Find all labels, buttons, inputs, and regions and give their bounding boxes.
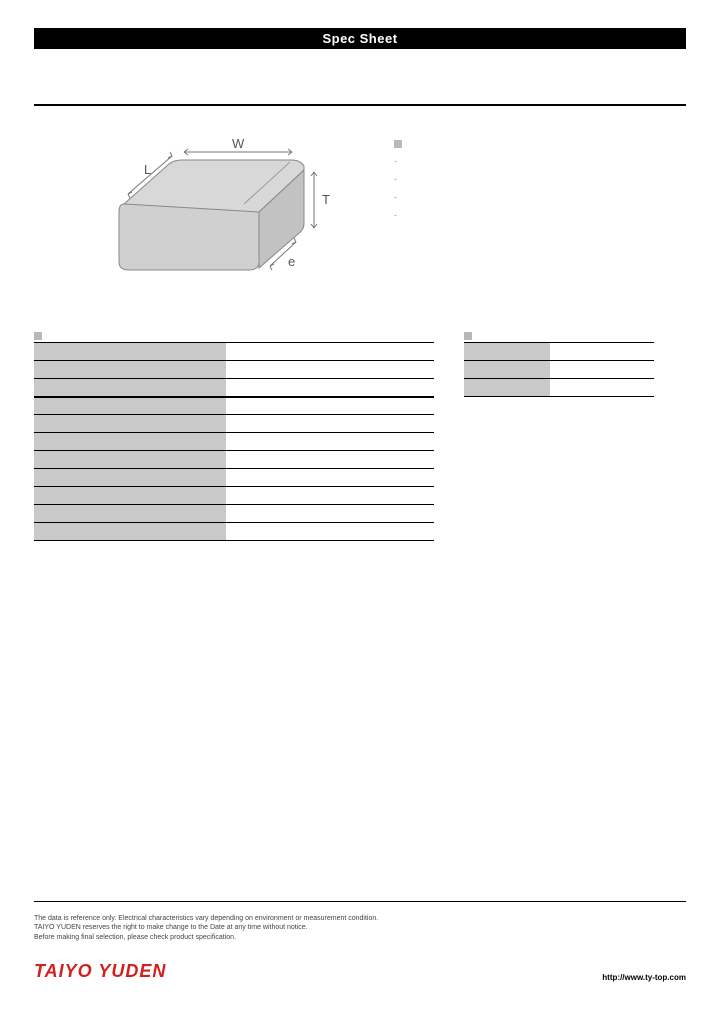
- spec-value-4: [226, 415, 434, 433]
- external-item-3: [394, 210, 686, 220]
- external-dims-section: [354, 134, 686, 304]
- spec-label-0: [34, 343, 226, 361]
- spec-label-10: [34, 523, 226, 541]
- brand-logo: TAIYO YUDEN: [34, 961, 166, 982]
- footer-divider: [34, 901, 686, 902]
- spec-value-10: [226, 523, 434, 541]
- spec-value-7: [226, 469, 434, 487]
- spec-value-2: [226, 379, 434, 397]
- spec-value-1: [226, 361, 434, 379]
- dim-label-L: L: [144, 162, 151, 177]
- component-diagram: L W T e: [34, 134, 354, 304]
- spec-label-9: [34, 505, 226, 523]
- disclaimer-line-2: Before making final selection, please ch…: [34, 933, 686, 943]
- disclaimer-line-0: The data is reference only. Electrical c…: [34, 914, 686, 924]
- spec-value-8: [226, 487, 434, 505]
- footer-url: http://www.ty-top.com: [602, 973, 686, 982]
- spec-label-5: [34, 433, 226, 451]
- spec-value-5: [226, 433, 434, 451]
- pack-label-1: [464, 361, 550, 379]
- spec-label-6: [34, 451, 226, 469]
- disclaimer-text: The data is reference only. Electrical c…: [34, 914, 686, 943]
- pack-label-0: [464, 343, 550, 361]
- external-item-1: [394, 174, 686, 184]
- spec-label-8: [34, 487, 226, 505]
- disclaimer-line-1: TAIYO YUDEN reserves the right to make c…: [34, 923, 686, 933]
- bullet-icon: [394, 140, 402, 148]
- pack-label-2: [464, 379, 550, 397]
- spec-sheet-title: Spec Sheet: [34, 28, 686, 49]
- section-divider: [34, 104, 686, 106]
- dim-label-e: e: [288, 254, 295, 269]
- spec-label-2: [34, 379, 226, 397]
- pack-value-1: [550, 361, 655, 379]
- spec-value-9: [226, 505, 434, 523]
- pack-value-2: [550, 379, 655, 397]
- spec-value-0: [226, 343, 434, 361]
- pack-section-head: [464, 332, 654, 340]
- pack-table: [464, 342, 654, 397]
- spec-label-3: [34, 397, 226, 415]
- dim-label-W: W: [232, 136, 245, 151]
- external-item-2: [394, 192, 686, 202]
- external-item-0: [394, 156, 686, 166]
- spec-table: [34, 342, 434, 541]
- spec-section-head: [34, 332, 434, 340]
- spec-label-1: [34, 361, 226, 379]
- spec-value-6: [226, 451, 434, 469]
- pack-value-0: [550, 343, 655, 361]
- dim-label-T: T: [322, 192, 330, 207]
- spec-value-3: [226, 397, 434, 415]
- spec-label-4: [34, 415, 226, 433]
- bullet-icon: [34, 332, 42, 340]
- bullet-icon: [464, 332, 472, 340]
- spec-label-7: [34, 469, 226, 487]
